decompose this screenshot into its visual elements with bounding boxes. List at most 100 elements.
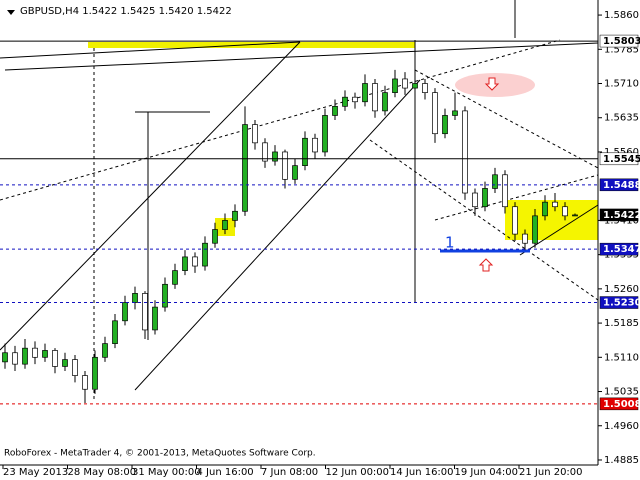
level-box	[599, 178, 639, 192]
candle-body	[172, 270, 178, 285]
x-tick-label: 31 May 00:00	[132, 467, 201, 478]
y-tick-label: 1.5785	[604, 44, 639, 55]
arrow-up	[478, 258, 494, 272]
level-label: 1.5422	[603, 210, 640, 221]
candle-body	[462, 110, 468, 194]
level-box	[599, 34, 639, 48]
candle-body	[402, 78, 408, 89]
candle-body	[412, 83, 418, 89]
candle-body	[132, 293, 138, 303]
candle-body	[232, 210, 238, 221]
drawings	[0, 0, 599, 400]
candle-body	[182, 256, 188, 271]
candle-body	[222, 220, 228, 230]
zone	[505, 200, 598, 240]
trendline	[369, 139, 599, 301]
level-box	[599, 208, 639, 222]
x-tick-label: 7 Jun 08:00	[261, 467, 318, 478]
candle-body	[532, 215, 538, 244]
candle-body	[562, 206, 568, 217]
y-tick-label: 1.5035	[604, 387, 639, 398]
candle-body	[302, 137, 308, 166]
candle-body	[82, 375, 88, 390]
candle-body	[152, 306, 158, 331]
level-label: 1.5008	[603, 399, 640, 410]
candle-body	[202, 242, 208, 267]
annotation: 1	[445, 234, 455, 252]
candle-body	[242, 124, 248, 212]
candle-body	[372, 83, 378, 112]
trendline	[0, 41, 301, 59]
candle-body	[342, 96, 348, 107]
candle-body	[12, 352, 18, 365]
y-tick-label: 1.5560	[604, 147, 639, 158]
x-tick-label: 19 Jun 04:00	[455, 467, 519, 478]
candle-body	[392, 78, 398, 93]
x-tick-label: 14 Jun 16:00	[390, 467, 454, 478]
candle-body	[322, 115, 328, 153]
trendline	[414, 69, 599, 169]
y-tick-label: 1.5710	[604, 79, 639, 90]
level-label: 1.5545	[603, 154, 640, 165]
candle-body	[2, 352, 8, 363]
trendline	[519, 204, 599, 256]
x-tick-label: 4 Jun 16:00	[197, 467, 254, 478]
chart-title: GBPUSD,H4 1.5422 1.5425 1.5420 1.5422	[20, 6, 232, 17]
level-label: 1.5803	[603, 36, 640, 47]
candle-body	[32, 347, 38, 358]
candle-body	[262, 142, 268, 162]
x-tick-label: 12 Jun 00:00	[326, 467, 390, 478]
x-tick-label: 21 Jun 20:00	[519, 467, 583, 478]
candle-body	[312, 137, 318, 153]
candle-body	[122, 302, 128, 322]
y-tick-label: 1.5635	[604, 113, 639, 124]
level-box	[599, 242, 639, 256]
candle-body	[352, 96, 358, 103]
level-label: 1.5347	[603, 244, 640, 255]
trendline	[434, 174, 599, 221]
x-tick-label: 23 May 2013	[3, 467, 68, 478]
candle-body	[62, 359, 68, 367]
menu-arrow	[7, 10, 15, 15]
candle-body	[92, 356, 98, 390]
candle-body	[502, 174, 508, 208]
candle-body	[72, 359, 78, 376]
candle-body	[512, 206, 518, 235]
candle-body	[112, 320, 118, 344]
level-box	[599, 152, 639, 166]
y-tick-label: 1.4885	[604, 455, 639, 466]
candle-body	[542, 201, 548, 217]
candle-body	[22, 347, 28, 365]
level-label: 1.5488	[603, 180, 640, 191]
candle-body	[292, 165, 298, 180]
trendline	[4, 42, 599, 71]
level-label: 1.5230	[603, 298, 640, 309]
trendline	[0, 39, 561, 201]
x-tick-label: 28 May 08:00	[68, 467, 137, 478]
trendline	[0, 41, 301, 351]
candle-body	[252, 124, 258, 144]
candle-body	[272, 151, 278, 162]
candle-body	[212, 229, 218, 244]
candle-body	[102, 343, 108, 358]
candle-body	[42, 350, 48, 358]
footer: RoboForex - MetaTrader 4, © 2001-2013, M…	[4, 449, 316, 459]
level-box	[599, 296, 639, 309]
y-tick-label: 1.5110	[604, 352, 639, 363]
candle-body	[362, 83, 368, 103]
y-tick-label: 1.5185	[604, 318, 639, 329]
candle-body	[382, 92, 388, 112]
candle-body	[552, 201, 558, 208]
y-tick-label: 1.4960	[604, 421, 639, 432]
candle-body	[142, 293, 148, 331]
candle-body	[482, 188, 488, 208]
candle-body	[282, 151, 288, 180]
candle-body	[162, 283, 168, 308]
candle-body	[452, 110, 458, 116]
candle-body	[492, 174, 498, 189]
candle-body	[432, 92, 438, 135]
trendline	[134, 79, 421, 391]
candle-body	[192, 256, 198, 267]
candle-body	[332, 105, 338, 116]
